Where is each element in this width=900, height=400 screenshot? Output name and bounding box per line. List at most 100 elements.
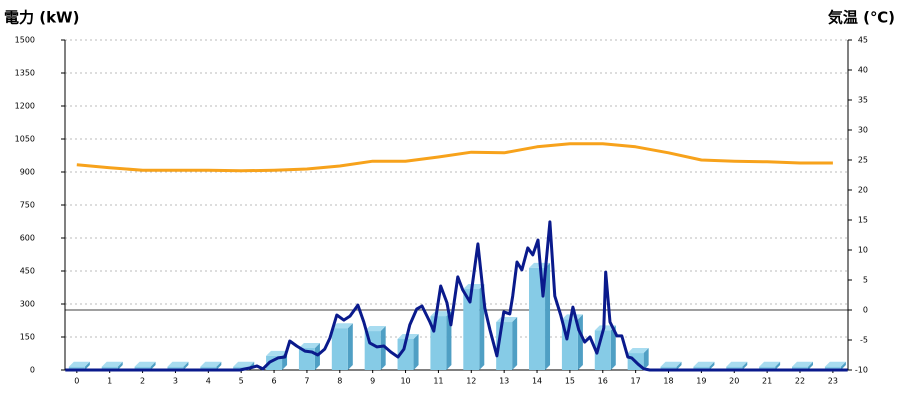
temperature-line [76, 142, 833, 173]
y2-tick-label: 25 [858, 156, 868, 165]
y2-tick-label: -10 [855, 366, 868, 375]
bar-top [298, 343, 320, 348]
y-tick-label: 1050 [15, 135, 35, 144]
y-axis-title: 電力 (kW) [4, 9, 79, 27]
y-tick-label: 0 [30, 366, 35, 375]
y2-tick-label: 15 [858, 216, 868, 225]
y2-tick-label: 30 [858, 126, 868, 135]
bar-side [808, 361, 814, 370]
x-tick-label: 10 [400, 377, 410, 386]
x-tick-label: 20 [729, 377, 739, 386]
bar-side [84, 361, 90, 370]
y2-tick-label: 20 [858, 186, 868, 195]
bar [693, 366, 710, 370]
y-tick-label: 300 [20, 300, 35, 309]
y2-tick-label: 35 [858, 96, 868, 105]
x-tick-label: 5 [239, 377, 244, 386]
bar [167, 366, 184, 370]
bar-top [660, 361, 682, 367]
bar [331, 328, 348, 370]
bar-side [413, 333, 419, 370]
bar-side [347, 323, 353, 370]
bar-side [709, 361, 715, 370]
bar-top [792, 361, 814, 367]
bar-top [68, 361, 90, 367]
y2-tick-label: 5 [863, 276, 868, 285]
bar-top [101, 361, 123, 367]
x-tick-label: 7 [304, 377, 309, 386]
x-tick-label: 22 [795, 377, 805, 386]
y2-tick-label: 0 [863, 306, 868, 315]
x-tick-label: 2 [140, 377, 145, 386]
bar [726, 366, 743, 370]
bar-top [167, 361, 189, 367]
bar [430, 316, 447, 370]
bar-side [150, 361, 156, 370]
bar-top [463, 284, 485, 290]
x-tick-label: 18 [663, 377, 673, 386]
bar-top [200, 361, 222, 367]
x-tick-label: 11 [433, 377, 443, 386]
bar-top [726, 361, 748, 367]
x-tick-label: 16 [598, 377, 608, 386]
bar [463, 289, 480, 370]
power-line [65, 220, 848, 372]
bar-top [331, 323, 353, 329]
x-tick-label: 3 [173, 377, 178, 386]
bar-top [233, 361, 255, 367]
bar-top [759, 361, 781, 367]
y-tick-label: 1200 [15, 102, 35, 111]
y-tick-label: 750 [20, 201, 35, 210]
bar-top [134, 361, 156, 367]
bar [824, 366, 841, 370]
y2-tick-label: 45 [858, 36, 868, 45]
bar [792, 366, 809, 370]
x-tick-label: 17 [631, 377, 641, 386]
bar [759, 366, 776, 370]
bar-side [775, 361, 781, 370]
bar-side [183, 361, 189, 370]
bar-side [314, 343, 320, 370]
x-tick-label: 13 [499, 377, 509, 386]
x-tick-label: 1 [107, 377, 112, 386]
x-tick-label: 19 [696, 377, 706, 386]
bar [660, 366, 677, 370]
bar [397, 338, 414, 370]
bar [101, 366, 118, 370]
x-tick-label: 6 [272, 377, 277, 386]
bar-side [117, 361, 123, 370]
y-tick-label: 600 [20, 234, 35, 243]
x-tick-label: 12 [466, 377, 476, 386]
bar [529, 267, 546, 370]
x-tick-label: 14 [532, 377, 542, 386]
x-tick-label: 8 [337, 377, 342, 386]
bar [134, 366, 151, 370]
bar [200, 366, 217, 370]
bar-side [216, 361, 222, 370]
bar [594, 330, 611, 370]
bar-side [512, 317, 518, 370]
x-tick-label: 21 [762, 377, 772, 386]
y-tick-label: 900 [20, 168, 35, 177]
x-tick-label: 23 [828, 377, 838, 386]
y-tick-label: 150 [20, 333, 35, 342]
x-tick-label: 15 [565, 377, 575, 386]
bar [68, 366, 85, 370]
bar-top [693, 361, 715, 367]
bar-side [676, 361, 682, 370]
bar-top [627, 348, 649, 354]
y2-tick-label: 10 [858, 246, 868, 255]
y2-tick-label: 40 [858, 66, 868, 75]
bar-top [824, 361, 846, 367]
x-tick-label: 0 [74, 377, 79, 386]
bar-side [840, 361, 846, 370]
bar-top [364, 326, 386, 332]
bar-side [380, 326, 386, 370]
y2-axis-title: 気温 (℃) [828, 9, 895, 27]
bar-side [643, 348, 649, 370]
y-tick-label: 450 [20, 267, 35, 276]
y-tick-label: 1500 [15, 36, 35, 45]
bar [298, 348, 315, 370]
bar-side [742, 361, 748, 370]
